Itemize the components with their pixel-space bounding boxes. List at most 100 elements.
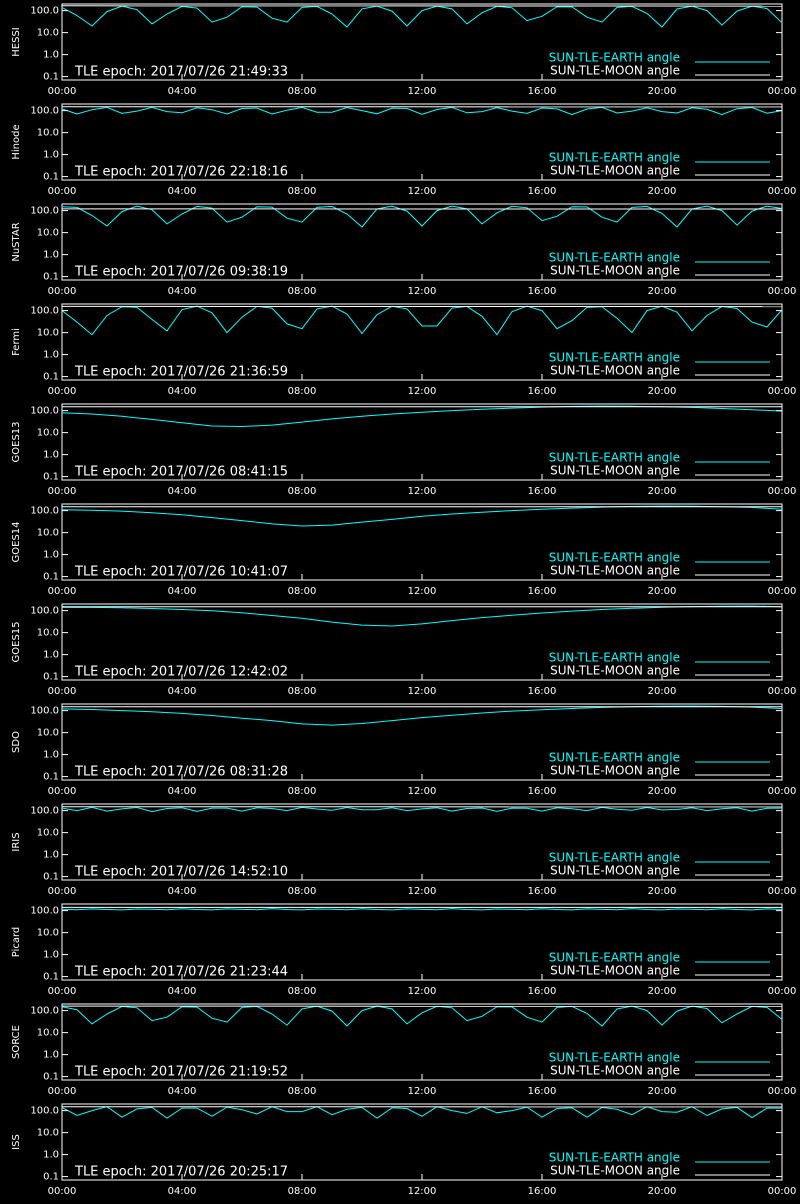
y-tick-label: 1.0 [43, 650, 59, 661]
x-tick-label: 20:00 [648, 86, 677, 97]
y-tick-label: 1.0 [43, 1150, 59, 1161]
x-tick-label: 16:00 [528, 886, 557, 897]
x-tick-label: 00:00 [48, 986, 77, 997]
x-tick-label: 12:00 [408, 1086, 437, 1097]
x-tick-label: 00:00 [48, 786, 77, 797]
x-tick-label: 00:00 [48, 886, 77, 897]
series-line [62, 909, 782, 910]
x-tick-label: 00:00 [768, 986, 797, 997]
x-tick-label: 12:00 [408, 586, 437, 597]
x-tick-label: 16:00 [528, 1186, 557, 1197]
x-tick-label: 16:00 [528, 86, 557, 97]
y-tick-label: 10.0 [37, 128, 59, 139]
y-axis-label: ISS [11, 1134, 22, 1150]
x-tick-label: 00:00 [768, 86, 797, 97]
y-tick-label: 0.1 [43, 72, 59, 83]
legend-label: SUN-TLE-EARTH angle [549, 51, 680, 65]
y-axis-label: SORCE [11, 1025, 22, 1059]
annotation: TLE epoch: 2017/07/26 22:18:16 [74, 165, 288, 180]
legend-label: SUN-TLE-EARTH angle [549, 1051, 680, 1065]
x-tick-label: 16:00 [528, 386, 557, 397]
x-tick-label: 00:00 [48, 586, 77, 597]
x-tick-label: 04:00 [168, 186, 197, 197]
y-tick-label: 10.0 [37, 1128, 59, 1139]
y-axis-label: Hinode [11, 124, 22, 159]
legend-label: SUN-TLE-EARTH angle [549, 351, 680, 365]
x-tick-label: 00:00 [768, 786, 797, 797]
x-tick-label: 16:00 [528, 286, 557, 297]
legend-label: SUN-TLE-MOON angle [550, 564, 680, 578]
x-tick-label: 12:00 [408, 786, 437, 797]
x-tick-label: 00:00 [48, 286, 77, 297]
y-axis-label: Fermi [11, 328, 22, 356]
legend-label: SUN-TLE-MOON angle [550, 464, 680, 478]
series-line [62, 706, 782, 725]
legend-label: SUN-TLE-MOON angle [550, 1164, 680, 1178]
y-tick-label: 0.1 [43, 772, 59, 783]
legend-label: SUN-TLE-EARTH angle [549, 1151, 680, 1165]
y-tick-label: 0.1 [43, 272, 59, 283]
x-tick-label: 00:00 [768, 286, 797, 297]
legend-label: SUN-TLE-MOON angle [550, 64, 680, 78]
x-tick-label: 04:00 [168, 386, 197, 397]
legend-label: SUN-TLE-MOON angle [550, 964, 680, 978]
y-tick-label: 100.0 [30, 706, 59, 717]
y-tick-label: 10.0 [37, 328, 59, 339]
annotation: TLE epoch: 2017/07/26 21:23:44 [74, 965, 288, 980]
x-tick-label: 20:00 [648, 1086, 677, 1097]
y-tick-label: 100.0 [30, 1106, 59, 1117]
legend-label: SUN-TLE-EARTH angle [549, 751, 680, 765]
x-tick-label: 12:00 [408, 986, 437, 997]
x-tick-label: 16:00 [528, 986, 557, 997]
x-tick-label: 16:00 [528, 586, 557, 597]
x-tick-label: 08:00 [288, 186, 317, 197]
x-tick-label: 04:00 [168, 786, 197, 797]
x-tick-label: 04:00 [168, 686, 197, 697]
y-axis-label: GOES14 [11, 521, 22, 562]
x-tick-label: 16:00 [528, 1086, 557, 1097]
legend-label: SUN-TLE-MOON angle [550, 164, 680, 178]
x-tick-label: 20:00 [648, 286, 677, 297]
series-line [62, 6, 782, 27]
x-tick-label: 00:00 [48, 386, 77, 397]
x-tick-label: 12:00 [408, 386, 437, 397]
legend-label: SUN-TLE-EARTH angle [549, 251, 680, 265]
y-tick-label: 1.0 [43, 450, 59, 461]
y-tick-label: 100.0 [30, 906, 59, 917]
x-tick-label: 20:00 [648, 686, 677, 697]
legend-label: SUN-TLE-MOON angle [550, 1064, 680, 1078]
x-tick-label: 12:00 [408, 86, 437, 97]
x-tick-label: 20:00 [648, 886, 677, 897]
x-tick-label: 00:00 [768, 1086, 797, 1097]
y-tick-label: 1.0 [43, 50, 59, 61]
x-tick-label: 16:00 [528, 786, 557, 797]
annotation: TLE epoch: 2017/07/26 20:25:17 [74, 1165, 288, 1180]
y-tick-label: 10.0 [37, 728, 59, 739]
series-line [62, 606, 782, 626]
x-tick-label: 04:00 [168, 1086, 197, 1097]
annotation: TLE epoch: 2017/07/26 21:36:59 [74, 365, 288, 380]
x-tick-label: 04:00 [168, 486, 197, 497]
y-tick-label: 100.0 [30, 106, 59, 117]
y-axis-label: NuSTAR [11, 222, 22, 261]
x-tick-label: 00:00 [768, 586, 797, 597]
annotation: TLE epoch: 2017/07/26 14:52:10 [74, 865, 288, 880]
series-line [62, 306, 782, 335]
y-axis-label: GOES15 [11, 621, 22, 662]
y-tick-label: 1.0 [43, 1050, 59, 1061]
x-tick-label: 08:00 [288, 886, 317, 897]
legend-label: SUN-TLE-MOON angle [550, 364, 680, 378]
legend-label: SUN-TLE-MOON angle [550, 264, 680, 278]
x-tick-label: 20:00 [648, 986, 677, 997]
y-tick-label: 10.0 [37, 928, 59, 939]
x-tick-label: 04:00 [168, 986, 197, 997]
x-tick-label: 20:00 [648, 1186, 677, 1197]
y-tick-label: 1.0 [43, 750, 59, 761]
y-tick-label: 10.0 [37, 1028, 59, 1039]
series-line [62, 506, 782, 526]
x-tick-label: 12:00 [408, 1186, 437, 1197]
y-tick-label: 10.0 [37, 228, 59, 239]
annotation: TLE epoch: 2017/07/26 21:49:33 [74, 65, 288, 80]
y-tick-label: 0.1 [43, 1072, 59, 1083]
